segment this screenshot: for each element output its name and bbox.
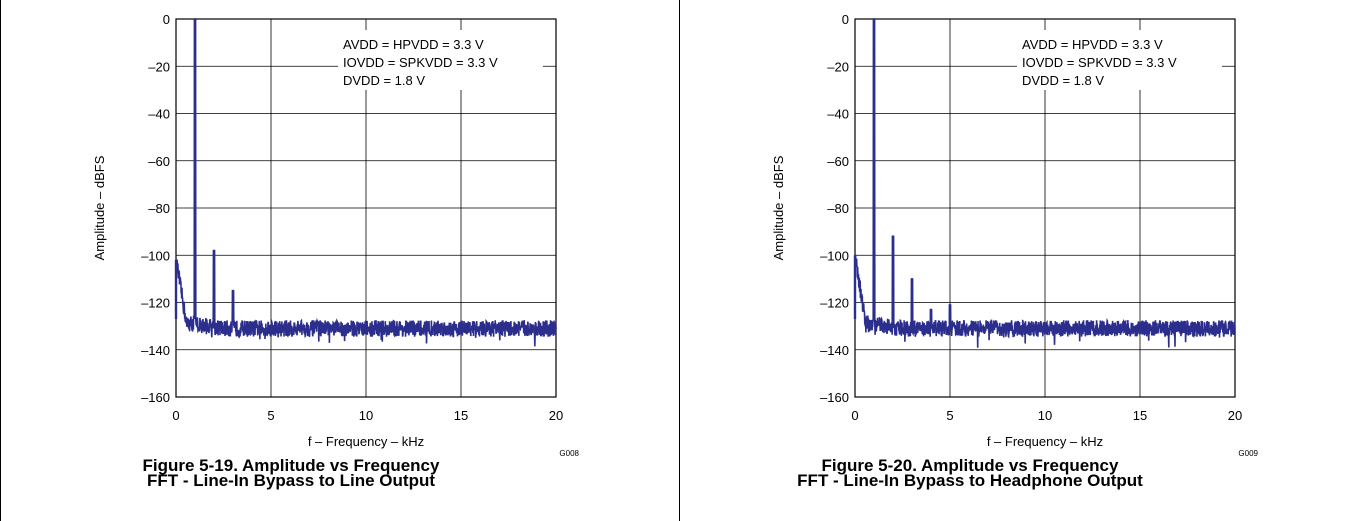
- y-tick-label: –160: [820, 390, 849, 405]
- x-axis-title: f – Frequency – kHz: [987, 434, 1103, 449]
- x-tick-label: 20: [549, 408, 563, 423]
- y-tick-label: 0: [842, 12, 849, 27]
- figure-code: G009: [1238, 449, 1258, 458]
- annotation-text: IOVDD = SPKVDD = 3.3 V: [343, 55, 498, 70]
- y-tick-label: –60: [827, 154, 849, 169]
- annotation-text: DVDD = 1.8 V: [1022, 73, 1104, 88]
- caption-line-1: Figure 5-20. Amplitude vs Frequency: [821, 456, 1119, 475]
- y-tick-label: –20: [827, 59, 849, 74]
- figure-caption: Figure 5-19. Amplitude vs Frequency FFT …: [121, 456, 461, 490]
- y-tick-label: –40: [827, 107, 849, 122]
- y-tick-label: –140: [141, 343, 170, 358]
- y-axis-title: Amplitude – dBFS: [92, 155, 107, 260]
- x-tick-label: 10: [359, 408, 373, 423]
- x-tick-label: 20: [1228, 408, 1242, 423]
- annotation-text: AVDD = HPVDD = 3.3 V: [1022, 37, 1163, 52]
- chart-panel-right: AVDD = HPVDD = 3.3 V IOVDD = SPKVDD = 3.3…: [680, 0, 1351, 521]
- y-tick-label: –120: [820, 296, 849, 311]
- y-tick-label: –80: [148, 201, 170, 216]
- fft-trace: [854, 18, 1236, 348]
- x-tick-label: 15: [1133, 408, 1147, 423]
- caption-line-1: Figure 5-19. Amplitude vs Frequency: [142, 456, 440, 475]
- plot-frame: [854, 18, 1236, 398]
- annotation-background: [1017, 30, 1222, 90]
- y-tick-label: –140: [820, 343, 849, 358]
- y-tick-label: 0: [163, 12, 170, 27]
- annotation-text: DVDD = 1.8 V: [343, 73, 425, 88]
- x-tick-label: 5: [267, 408, 274, 423]
- fft-chart-line-output: AVDD = HPVDD = 3.3 V IOVDD = SPKVDD = 3.3…: [92, 12, 580, 458]
- plot-frame: [175, 18, 557, 398]
- caption-line-2: FFT - Line-In Bypass to Headphone Output: [797, 471, 1143, 490]
- y-tick-label: –160: [141, 390, 170, 405]
- y-tick-label: –60: [148, 154, 170, 169]
- y-tick-label: –80: [827, 201, 849, 216]
- x-tick-label: 10: [1038, 408, 1052, 423]
- figure-caption: Figure 5-20. Amplitude vs Frequency FFT …: [790, 456, 1150, 490]
- y-tick-label: –20: [148, 59, 170, 74]
- caption-line-2: FFT - Line-In Bypass to Line Output: [146, 471, 436, 490]
- y-tick-label: –100: [820, 248, 849, 263]
- fft-chart-headphone-output: AVDD = HPVDD = 3.3 V IOVDD = SPKVDD = 3.3…: [771, 12, 1259, 458]
- x-axis-title: f – Frequency – kHz: [308, 434, 424, 449]
- x-tick-label: 5: [946, 408, 953, 423]
- x-tick-label: 15: [454, 408, 468, 423]
- annotation-background: [338, 30, 543, 90]
- x-tick-label: 0: [851, 408, 858, 423]
- figure-code: G008: [559, 449, 579, 458]
- chart-panel-left: AVDD = HPVDD = 3.3 V IOVDD = SPKVDD = 3.3…: [0, 0, 680, 521]
- x-tick-label: 0: [172, 408, 179, 423]
- y-tick-label: –40: [148, 107, 170, 122]
- y-tick-label: –120: [141, 296, 170, 311]
- y-axis-title: Amplitude – dBFS: [771, 155, 786, 260]
- y-tick-label: –100: [141, 248, 170, 263]
- annotation-text: IOVDD = SPKVDD = 3.3 V: [1022, 55, 1177, 70]
- annotation-text: AVDD = HPVDD = 3.3 V: [343, 37, 484, 52]
- fft-trace: [175, 18, 557, 347]
